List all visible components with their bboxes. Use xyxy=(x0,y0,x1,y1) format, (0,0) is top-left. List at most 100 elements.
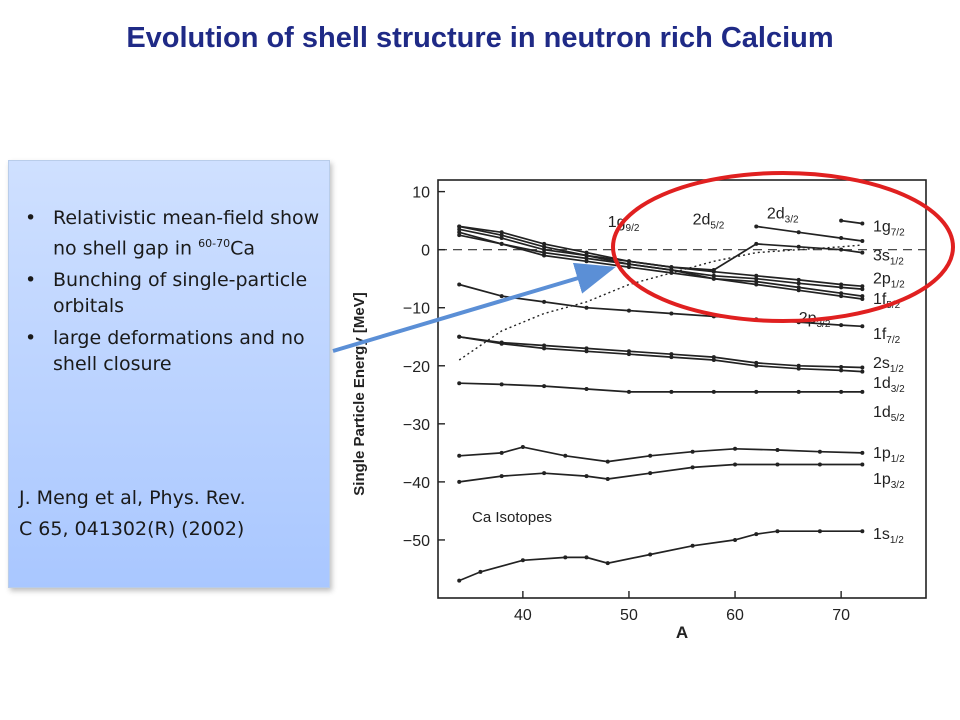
data-point xyxy=(520,558,525,563)
element-symbol: Ca xyxy=(230,237,255,260)
data-point xyxy=(754,224,759,229)
data-point xyxy=(499,341,504,346)
y-tick-label: −50 xyxy=(403,533,430,550)
plot-frame xyxy=(437,179,927,599)
data-point xyxy=(775,529,780,534)
data-point xyxy=(860,221,865,226)
bullet-item: large deformations and no shell closure xyxy=(23,325,323,377)
data-point xyxy=(563,555,568,560)
orbital-label-1f5-2: 1f5/2 xyxy=(873,291,901,311)
series-line-2d5-2 xyxy=(459,225,863,288)
data-point xyxy=(457,233,462,238)
data-point xyxy=(754,241,759,246)
data-point xyxy=(499,294,504,299)
data-point xyxy=(754,282,759,287)
summary-textbox: Relativistic mean-field show no shell ga… xyxy=(8,160,330,588)
data-point xyxy=(669,267,674,272)
data-point xyxy=(860,462,865,467)
data-point xyxy=(690,449,695,454)
series-line-1g9-2 xyxy=(458,244,863,361)
data-point xyxy=(563,453,568,458)
data-point xyxy=(754,389,759,394)
orbital-label-2p1-2: 2p1/2 xyxy=(873,271,905,291)
data-point xyxy=(711,314,716,319)
data-point xyxy=(839,389,844,394)
data-point xyxy=(626,389,631,394)
data-point xyxy=(542,241,547,246)
data-point xyxy=(584,349,589,354)
y-tick-label: −30 xyxy=(403,417,430,434)
data-point xyxy=(648,471,653,476)
data-point xyxy=(605,476,610,481)
data-point xyxy=(626,349,631,354)
data-point xyxy=(542,250,547,255)
data-point xyxy=(542,299,547,304)
y-tick-label: −40 xyxy=(403,475,430,492)
data-point xyxy=(733,537,738,542)
data-point xyxy=(626,352,631,357)
data-point xyxy=(796,389,801,394)
orbital-label-1g9-2: 1g9/2 xyxy=(608,214,640,234)
data-point xyxy=(520,445,525,450)
series-line-1d5-2 xyxy=(459,382,863,393)
data-point xyxy=(754,363,759,368)
data-point xyxy=(690,543,695,548)
data-point xyxy=(499,233,504,238)
orbital-label-1d5-2: 1d5/2 xyxy=(873,404,905,424)
data-point xyxy=(584,474,589,479)
orbital-label-1p3-2: 1p3/2 xyxy=(873,471,905,491)
data-point xyxy=(733,462,738,467)
series-line-2s1-2 xyxy=(459,335,863,369)
data-point xyxy=(542,384,547,389)
data-point xyxy=(839,294,844,299)
data-point xyxy=(860,238,865,243)
orbital-label-1p1-2: 1p1/2 xyxy=(873,445,905,465)
data-point xyxy=(817,449,822,454)
data-point xyxy=(669,389,674,394)
series-line-1p3-2 xyxy=(459,463,863,483)
data-point xyxy=(669,355,674,360)
series-line-2d3-2 xyxy=(756,225,863,242)
data-point xyxy=(457,578,462,583)
data-point xyxy=(839,247,844,252)
data-point xyxy=(796,244,801,249)
data-point xyxy=(796,363,801,368)
slide-title: Evolution of shell structure in neutron … xyxy=(126,22,834,54)
data-point xyxy=(796,230,801,235)
series-line-1g7-2 xyxy=(840,219,863,225)
bullet-text: Relativistic mean-field show no shell ga… xyxy=(53,207,320,260)
data-point xyxy=(584,250,589,255)
data-point xyxy=(711,276,716,281)
chart-annotation: Ca Isotopes xyxy=(472,509,552,526)
data-point xyxy=(796,288,801,293)
series-line-1f5-2 xyxy=(458,231,863,297)
data-point xyxy=(542,346,547,351)
data-point xyxy=(669,311,674,316)
data-point xyxy=(860,369,865,374)
data-point xyxy=(860,324,865,329)
orbital-label-2d5-2: 2d5/2 xyxy=(693,211,725,231)
data-point xyxy=(605,459,610,464)
orbital-label-1s1-2: 1s1/2 xyxy=(873,526,904,546)
data-point xyxy=(860,450,865,455)
data-point xyxy=(711,389,716,394)
data-point xyxy=(796,277,801,282)
data-point xyxy=(499,450,504,455)
data-point xyxy=(690,465,695,470)
data-point xyxy=(860,287,865,292)
energy-chart: 10 0 −10 −20 −30 −40 −50 40 50 60 70 1g9/2 2d5/2 2d3… xyxy=(351,179,927,642)
data-point xyxy=(839,323,844,328)
data-point xyxy=(817,529,822,534)
x-tick-label: 70 xyxy=(832,607,850,624)
data-point xyxy=(839,218,844,223)
data-point xyxy=(648,453,653,458)
y-tick-label: −20 xyxy=(403,359,430,376)
mass-range-superscript: 60-70 xyxy=(198,237,231,250)
series-layer xyxy=(457,218,865,583)
data-point xyxy=(584,253,589,258)
data-point xyxy=(542,253,547,258)
data-point xyxy=(626,262,631,267)
data-point xyxy=(733,446,738,451)
bullet-list: Relativistic mean-field show no shell ga… xyxy=(23,205,323,383)
